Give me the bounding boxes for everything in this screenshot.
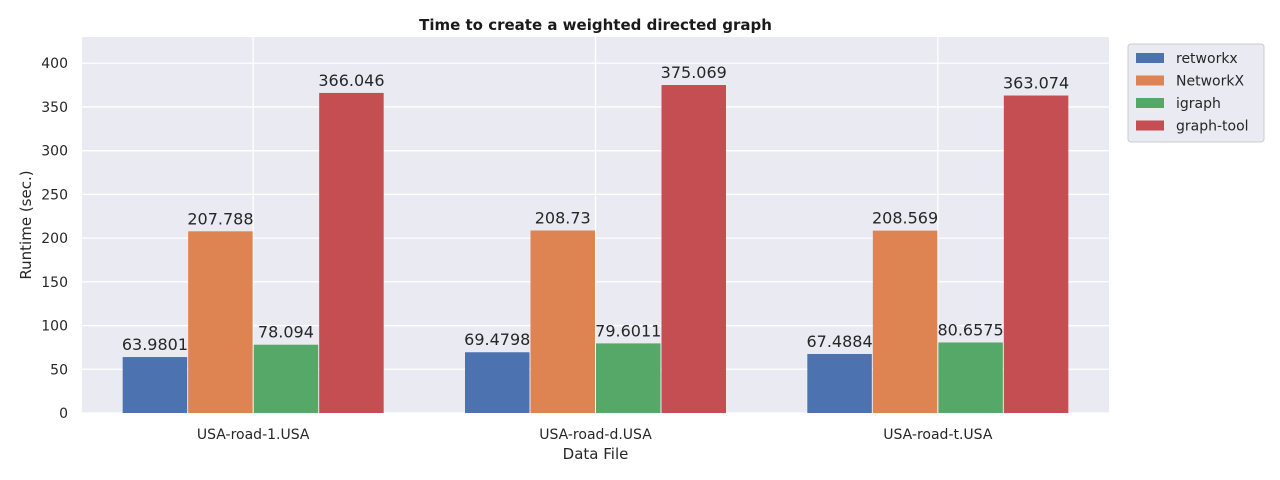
data-label: 79.6011 xyxy=(595,321,661,340)
data-label: 375.069 xyxy=(661,63,727,82)
data-label: 207.788 xyxy=(187,209,253,228)
y-tick-label: 200 xyxy=(41,231,68,247)
data-label: 63.9801 xyxy=(122,335,188,354)
legend-swatch xyxy=(1136,53,1164,63)
legend: retworkx NetworkX igraph graph-tool xyxy=(1127,43,1265,143)
legend-box xyxy=(1127,43,1265,143)
bar-igraph-1 xyxy=(253,344,319,413)
bar-retworkx-1 xyxy=(122,357,188,413)
bar-retworkx-2 xyxy=(465,352,530,413)
y-tick-label: 300 xyxy=(41,144,68,160)
y-axis-label: Runtime (sec.) xyxy=(17,170,35,279)
y-tick-label: 400 xyxy=(41,56,68,72)
y-tick-label: 150 xyxy=(41,275,68,291)
bars xyxy=(122,85,1069,414)
data-label: 363.074 xyxy=(1003,74,1069,93)
data-labels: 63.9801 69.4798 67.4884 207.788 208.73 208.56… xyxy=(122,63,1069,354)
bar-graph-tool-2 xyxy=(661,85,726,414)
legend-swatch xyxy=(1136,75,1164,86)
y-tick-label: 350 xyxy=(41,100,68,116)
x-axis-label: Data File xyxy=(563,445,629,463)
x-axis-ticks: USA-road-1.USA USA-road-d.USA USA-road-t.U… xyxy=(197,427,993,443)
x-tick-label: USA-road-1.USA xyxy=(197,427,310,443)
y-tick-label: 100 xyxy=(41,319,68,335)
bar-networkx-1 xyxy=(188,231,253,413)
y-tick-label: 50 xyxy=(50,362,68,378)
data-label: 67.4884 xyxy=(806,332,872,351)
y-tick-label: 250 xyxy=(41,187,68,203)
data-label: 366.046 xyxy=(318,71,384,90)
legend-entry-label: NetworkX xyxy=(1176,74,1244,90)
bar-graph-tool-1 xyxy=(319,92,384,413)
data-label: 208.73 xyxy=(535,208,591,227)
legend-entry-label: retworkx xyxy=(1176,51,1238,67)
bar-retworkx-3 xyxy=(807,353,872,413)
bar-graph-tool-3 xyxy=(1003,95,1069,414)
data-label: 78.094 xyxy=(258,323,314,342)
legend-entry-label: graph-tool xyxy=(1176,119,1249,135)
bar-networkx-2 xyxy=(530,230,595,413)
bar-networkx-3 xyxy=(872,230,938,413)
legend-entry-label: igraph xyxy=(1176,96,1221,112)
y-tick-label: 0 xyxy=(59,406,68,422)
y-axis-ticks: 0 50 100 150 200 250 300 350 400 xyxy=(41,56,68,422)
data-label: 80.6575 xyxy=(937,320,1003,339)
data-label: 69.4798 xyxy=(464,330,530,349)
legend-swatch xyxy=(1136,98,1164,108)
bar-igraph-3 xyxy=(938,342,1003,413)
chart-title: Time to create a weighted directed graph xyxy=(419,16,772,34)
x-tick-label: USA-road-t.USA xyxy=(883,427,993,443)
legend-swatch xyxy=(1136,120,1164,131)
grid-lines xyxy=(82,37,1109,414)
x-tick-label: USA-road-d.USA xyxy=(539,427,652,443)
bar-igraph-2 xyxy=(596,343,661,413)
data-label: 208.569 xyxy=(872,209,938,228)
